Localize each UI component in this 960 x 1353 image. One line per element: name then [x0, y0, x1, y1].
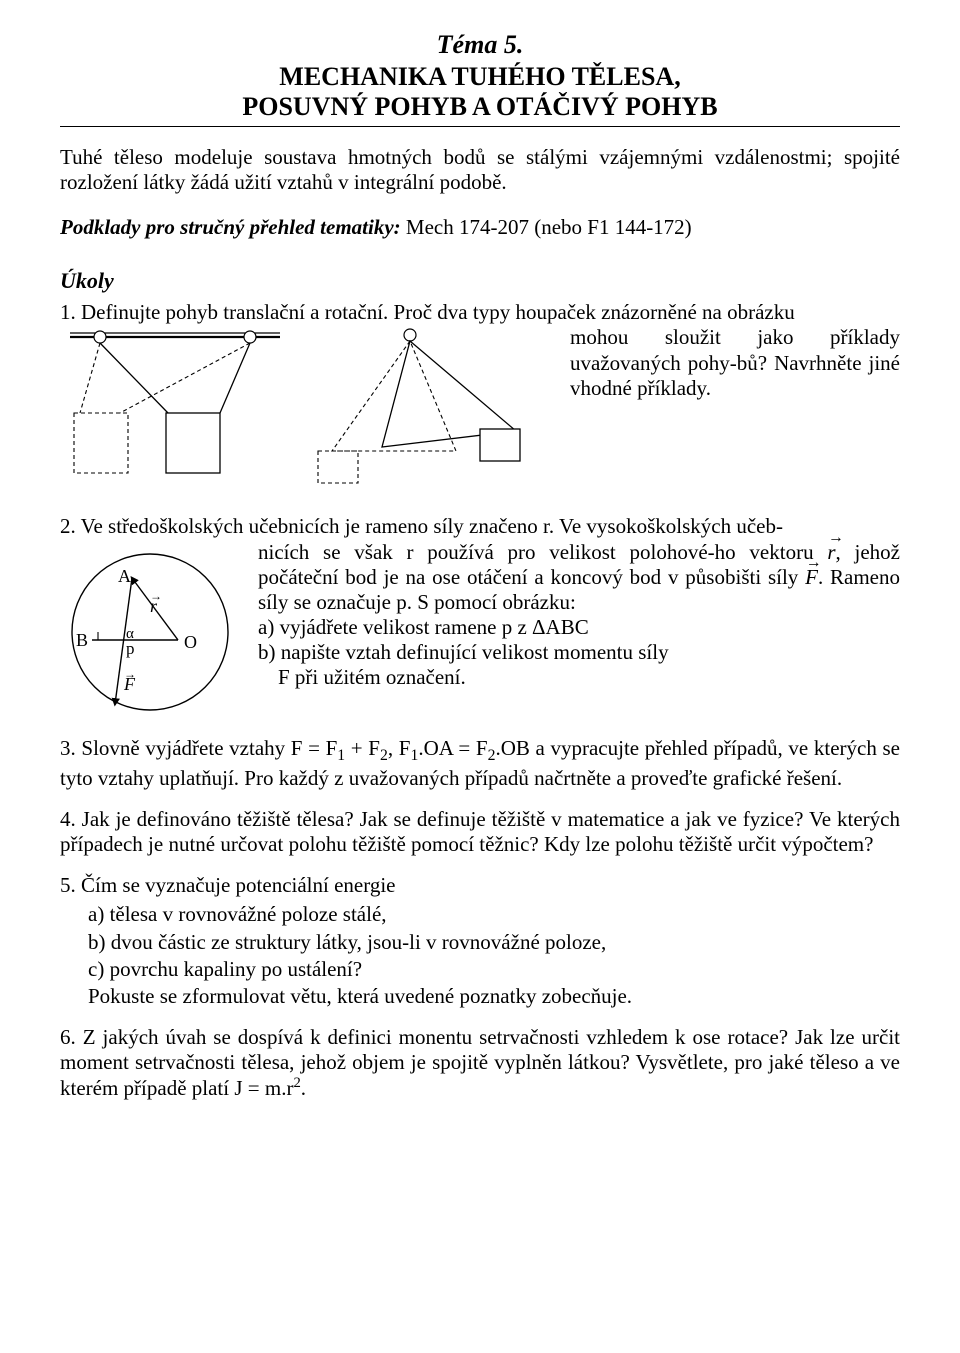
- task-1-number: 1.: [60, 300, 81, 324]
- task-5-tail: Pokuste se zformulovat větu, která uvede…: [88, 984, 900, 1009]
- task-3-number: 3.: [60, 736, 81, 760]
- task-2-first-line: 2. Ve středoškolských učebnicích je rame…: [60, 514, 900, 539]
- task-5-b: b) dvou částic ze struktury látky, jsou-…: [88, 930, 900, 955]
- task-2: 2. Ve středoškolských učebnicích je rame…: [60, 514, 900, 719]
- sources-refs: Mech 174-207 (nebo F1 144-172): [401, 215, 692, 239]
- task-2-sub-b-2: F při užitém označení.: [278, 665, 466, 689]
- task-2-wrapped-text: nicích se však r používá pro velikost po…: [258, 540, 900, 691]
- task-3-mid3: .OA = F: [418, 736, 487, 760]
- vector-r: r: [827, 540, 835, 565]
- task-1-wrapped-text: mohou sloužit jako příklady uvažovaných …: [570, 325, 900, 401]
- task-6-text-b: .: [301, 1076, 306, 1100]
- sub-2a: 2: [380, 747, 388, 764]
- svg-text:B: B: [76, 630, 88, 650]
- moment-circle-figure: A B O α p r → F →: [60, 540, 240, 720]
- svg-text:→: →: [124, 667, 136, 681]
- sub-1a: 1: [337, 747, 345, 764]
- svg-text:A: A: [118, 566, 131, 586]
- page: Téma 5. MECHANIKA TUHÉHO TĚLESA, POSUVNÝ…: [0, 0, 960, 1158]
- task-5-a: a) tělesa v rovnovážné poloze stálé,: [88, 902, 900, 927]
- vector-f: F: [805, 565, 818, 590]
- task-6-text-a: 6. Z jakých úvah se dospívá k definici m…: [60, 1025, 900, 1100]
- svg-text:O: O: [184, 632, 197, 652]
- task-2-number: 2.: [60, 514, 81, 538]
- task-6-squared: 2: [293, 1075, 300, 1091]
- sources-line: Podklady pro stručný přehled tematiky: M…: [60, 215, 900, 240]
- task-1-first-line: 1. Definujte pohyb translační a rotační.…: [60, 300, 900, 325]
- topic-label: Téma 5.: [60, 30, 900, 60]
- task-3-mid2: , F: [388, 736, 411, 760]
- task-1: 1. Definujte pohyb translační a rotační.…: [60, 300, 900, 490]
- tasks-heading: Úkoly: [60, 268, 900, 294]
- intro-paragraph: Tuhé těleso modeluje soustava hmotných b…: [60, 145, 900, 195]
- svg-text:p: p: [126, 639, 135, 658]
- task-2-body: A B O α p r → F → nicích se však r použí…: [60, 540, 900, 720]
- task-5-c: c) povrchu kapaliny po ustálení?: [88, 957, 900, 982]
- heading-line-1: MECHANIKA TUHÉHO TĚLESA,: [60, 62, 900, 92]
- task-6: 6. Z jakých úvah se dospívá k definici m…: [60, 1025, 900, 1102]
- svg-text:→: →: [150, 589, 162, 603]
- task-2-line-text: Ve středoškolských učebnicích je rameno …: [81, 514, 783, 538]
- task-2-sub-b-1: b) napište vztah definující velikost mom…: [258, 640, 669, 664]
- sources-label: Podklady pro stručný přehled tematiky:: [60, 215, 401, 239]
- swings-figure: [60, 325, 560, 490]
- title-block: Téma 5. MECHANIKA TUHÉHO TĚLESA, POSUVNÝ…: [60, 30, 900, 122]
- task-3-pre: Slovně vyjádřete vztahy F = F: [81, 736, 337, 760]
- task-5-head: 5. Čím se vyznačuje potenciální energie: [60, 873, 900, 898]
- task-1-body: mohou sloužit jako příklady uvažovaných …: [60, 325, 900, 490]
- task-2-sub-a: a) vyjádřete velikost ramene p z ΔABC: [258, 615, 589, 639]
- heading-line-2: POSUVNÝ POHYB A OTÁČIVÝ POHYB: [60, 92, 900, 122]
- task-1-line-text: Definujte pohyb translační a rotační. Pr…: [81, 300, 795, 324]
- task-2-part-a: nicích se však r používá pro velikost po…: [258, 540, 827, 564]
- task-3-mid1: + F: [345, 736, 380, 760]
- task-3: 3. Slovně vyjádřete vztahy F = F1 + F2, …: [60, 736, 900, 791]
- title-rule: [60, 126, 900, 127]
- task-4: 4. Jak je definováno těžiště tělesa? Jak…: [60, 807, 900, 857]
